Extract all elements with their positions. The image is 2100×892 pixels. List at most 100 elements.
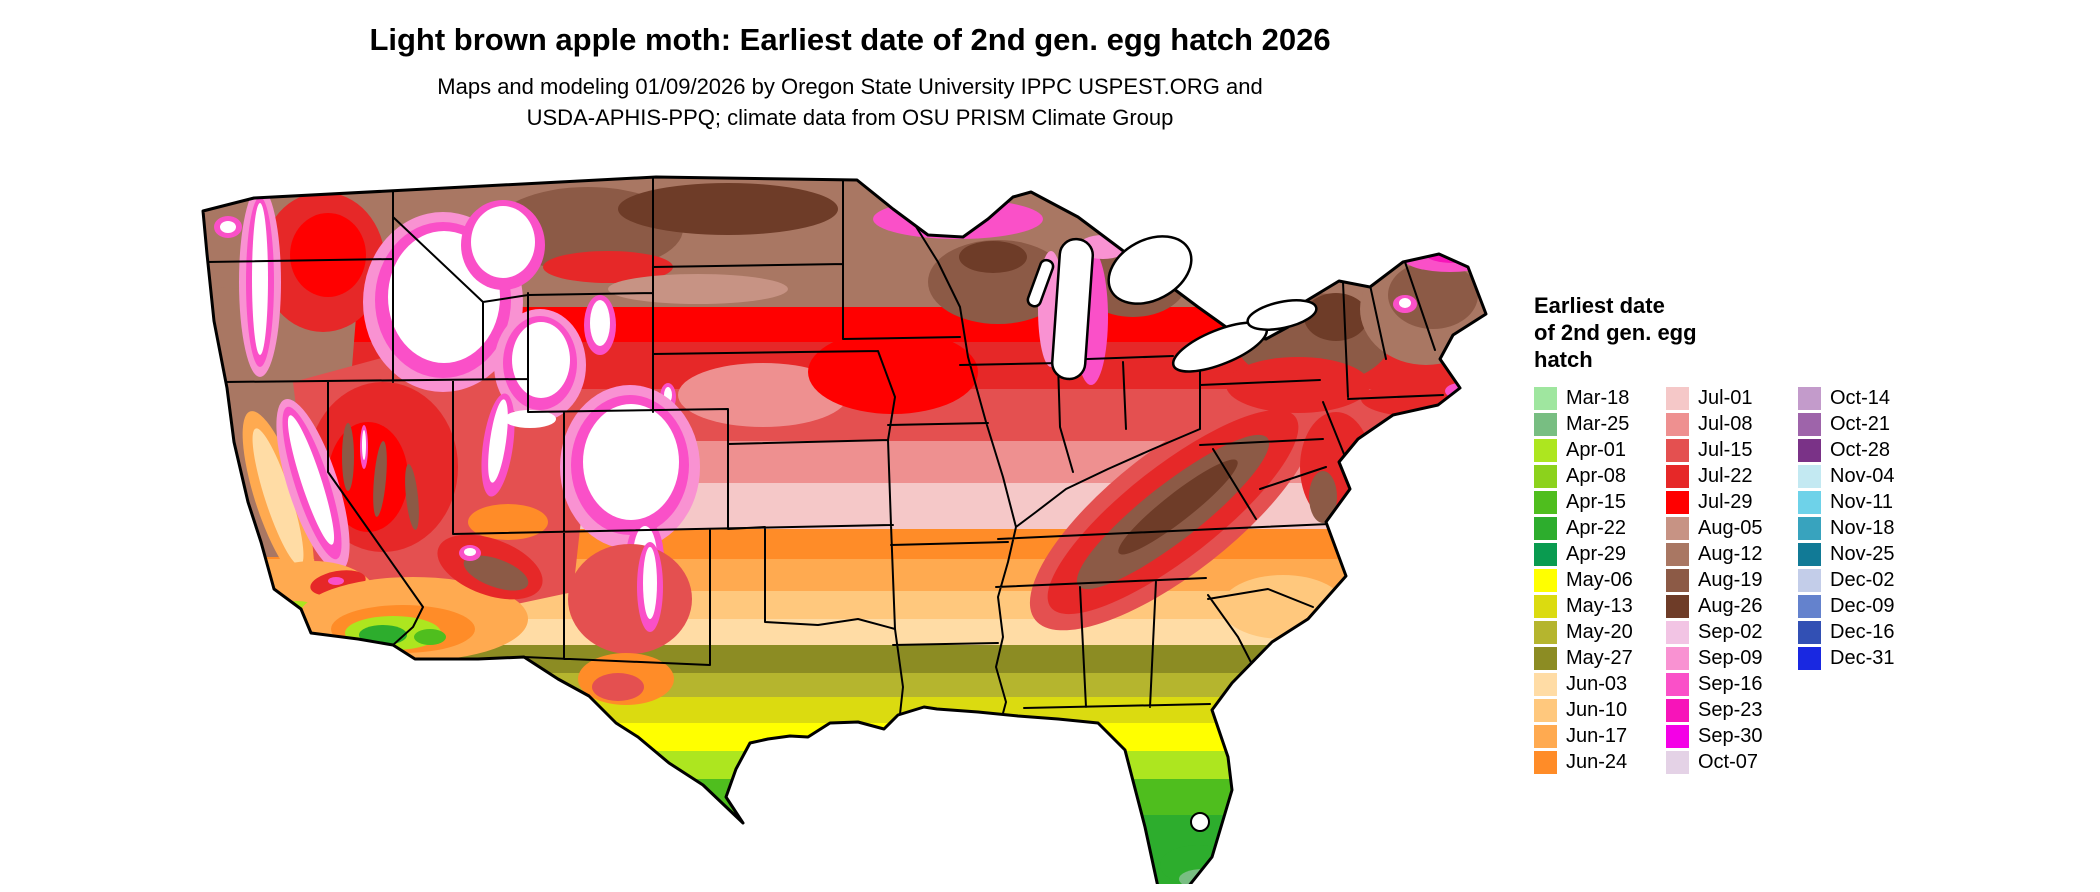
us-map bbox=[198, 167, 1488, 884]
legend-label: Jul-01 bbox=[1698, 387, 1753, 409]
legend-label: Oct-21 bbox=[1830, 413, 1891, 435]
legend-swatch bbox=[1798, 439, 1821, 462]
map-raster bbox=[203, 177, 1486, 884]
legend-swatch bbox=[1798, 465, 1821, 488]
legend-swatch bbox=[1534, 621, 1557, 644]
legend-item: Sep-09 bbox=[1666, 647, 1798, 670]
legend-swatch bbox=[1534, 465, 1557, 488]
legend-swatch bbox=[1666, 647, 1689, 670]
legend-swatch bbox=[1798, 543, 1821, 566]
legend-swatch bbox=[1534, 647, 1557, 670]
legend-item: Mar-18 bbox=[1534, 387, 1666, 410]
legend-swatch bbox=[1666, 569, 1689, 592]
legend-label: Oct-28 bbox=[1830, 439, 1891, 461]
legend-swatch bbox=[1666, 751, 1689, 774]
legend-label: Dec-16 bbox=[1830, 621, 1895, 643]
state-borders bbox=[205, 177, 1444, 733]
legend-label: Sep-02 bbox=[1698, 621, 1763, 643]
legend-label: Mar-25 bbox=[1566, 413, 1630, 435]
legend-label: Dec-31 bbox=[1830, 647, 1895, 669]
legend-label: Dec-02 bbox=[1830, 569, 1895, 591]
legend-item: Jul-22 bbox=[1666, 465, 1798, 488]
legend-title: Earliest date of 2nd gen. egg hatch bbox=[1534, 292, 1964, 373]
us-map-svg bbox=[201, 175, 1488, 884]
legend-item: Nov-04 bbox=[1798, 465, 1930, 488]
legend-item: Jul-29 bbox=[1666, 491, 1798, 514]
legend-swatch bbox=[1666, 673, 1689, 696]
legend-label: Apr-29 bbox=[1566, 543, 1627, 565]
legend-label: Aug-19 bbox=[1698, 569, 1763, 591]
legend-label: Jul-15 bbox=[1698, 439, 1753, 461]
legend-swatch bbox=[1666, 725, 1689, 748]
legend-item: Dec-09 bbox=[1798, 595, 1930, 618]
legend-swatch bbox=[1798, 517, 1821, 540]
legend-swatch bbox=[1534, 439, 1557, 462]
legend-swatch bbox=[1798, 621, 1821, 644]
legend-swatch bbox=[1666, 543, 1689, 566]
legend-swatch bbox=[1534, 673, 1557, 696]
legend-swatch bbox=[1798, 595, 1821, 618]
map-subtitle-line1: Maps and modeling 01/09/2026 by Oregon S… bbox=[437, 74, 1263, 99]
legend-swatch bbox=[1666, 387, 1689, 410]
legend-column-1: Mar-18 Mar-25 Apr-01 Apr-08 Apr-15 Apr-22 Apr-… bbox=[1534, 387, 1666, 777]
legend-swatch bbox=[1666, 699, 1689, 722]
great-lakes bbox=[1026, 235, 1318, 832]
lake-ontario bbox=[1246, 299, 1318, 331]
legend-item: Jun-17 bbox=[1534, 725, 1666, 748]
western-terrain bbox=[203, 187, 700, 705]
legend-item: Apr-29 bbox=[1534, 543, 1666, 566]
legend-item: Sep-02 bbox=[1666, 621, 1798, 644]
legend-label: Dec-09 bbox=[1830, 595, 1895, 617]
legend-column-3: Oct-14 Oct-21 Oct-28 Nov-04 Nov-11 Nov-18 Nov-… bbox=[1798, 387, 1930, 673]
legend-swatch bbox=[1666, 439, 1689, 462]
legend-swatch bbox=[1666, 413, 1689, 436]
legend-label: Nov-04 bbox=[1830, 465, 1895, 487]
legend-label: Jun-24 bbox=[1566, 751, 1628, 773]
legend-swatch bbox=[1798, 413, 1821, 436]
legend-label: Sep-09 bbox=[1698, 647, 1763, 669]
legend-item: Apr-08 bbox=[1534, 465, 1666, 488]
legend-label: May-13 bbox=[1566, 595, 1633, 617]
legend-title-line2: of 2nd gen. egg bbox=[1534, 320, 1697, 345]
legend-label: Jul-22 bbox=[1698, 465, 1753, 487]
legend-label: May-20 bbox=[1566, 621, 1633, 643]
legend-columns: Mar-18 Mar-25 Apr-01 Apr-08 Apr-15 Apr-22 Apr-… bbox=[1534, 387, 1964, 777]
legend-swatch bbox=[1798, 387, 1821, 410]
legend-item: Jun-10 bbox=[1534, 699, 1666, 722]
legend-item: Dec-02 bbox=[1798, 569, 1930, 592]
legend-label: Apr-22 bbox=[1566, 517, 1627, 539]
legend-item: Apr-01 bbox=[1534, 439, 1666, 462]
legend-label: Apr-01 bbox=[1566, 439, 1627, 461]
legend-swatch bbox=[1534, 725, 1557, 748]
legend-item: May-20 bbox=[1534, 621, 1666, 644]
legend-item: Jul-15 bbox=[1666, 439, 1798, 462]
legend-label: Jun-17 bbox=[1566, 725, 1628, 747]
legend-label: Apr-08 bbox=[1566, 465, 1627, 487]
legend-label: Aug-12 bbox=[1698, 543, 1763, 565]
legend-item: Aug-19 bbox=[1666, 569, 1798, 592]
legend-label: May-06 bbox=[1566, 569, 1633, 591]
map-title: Light brown apple moth: Earliest date of… bbox=[369, 22, 1331, 57]
legend-swatch bbox=[1798, 491, 1821, 514]
legend-item: Dec-16 bbox=[1798, 621, 1930, 644]
legend-item: Nov-18 bbox=[1798, 517, 1930, 540]
map-subtitle-line2: USDA-APHIS-PPQ; climate data from OSU PR… bbox=[526, 105, 1174, 130]
legend-label: Nov-18 bbox=[1830, 517, 1895, 539]
legend-swatch bbox=[1534, 569, 1557, 592]
legend-swatch bbox=[1666, 491, 1689, 514]
legend-item: Aug-26 bbox=[1666, 595, 1798, 618]
lake-michigan bbox=[1050, 237, 1095, 381]
legend-swatch bbox=[1798, 647, 1821, 670]
legend-swatch bbox=[1666, 621, 1689, 644]
legend-item: Apr-15 bbox=[1534, 491, 1666, 514]
legend-item: Nov-25 bbox=[1798, 543, 1930, 566]
legend-label: Apr-15 bbox=[1566, 491, 1627, 513]
legend-item: Oct-21 bbox=[1798, 413, 1930, 436]
legend-swatch bbox=[1534, 699, 1557, 722]
legend-item: Dec-31 bbox=[1798, 647, 1930, 670]
legend-label: May-27 bbox=[1566, 647, 1633, 669]
legend-item: Jun-03 bbox=[1534, 673, 1666, 696]
legend-item: May-27 bbox=[1534, 647, 1666, 670]
legend-item: Aug-05 bbox=[1666, 517, 1798, 540]
legend-item: Aug-12 bbox=[1666, 543, 1798, 566]
